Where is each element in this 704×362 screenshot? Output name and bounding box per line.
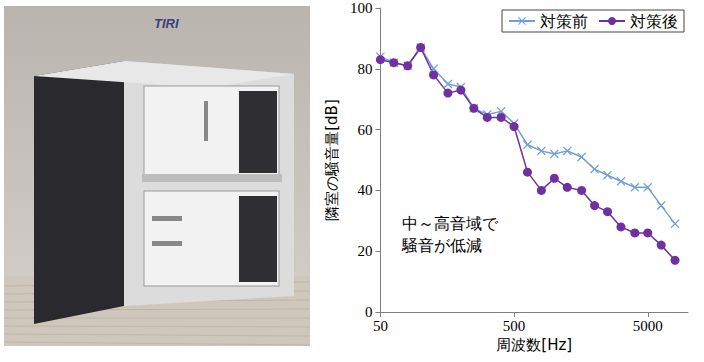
svg-text:騒音が低減: 騒音が低減 xyxy=(401,236,482,255)
svg-text:80: 80 xyxy=(357,61,372,77)
svg-text:40: 40 xyxy=(357,182,372,198)
svg-text:5000: 5000 xyxy=(633,318,663,334)
svg-text:中～高音域で: 中～高音域で xyxy=(402,214,499,233)
svg-text:隣室の騒音量[dB]: 隣室の騒音量[dB] xyxy=(323,99,341,221)
svg-text:TIRI: TIRI xyxy=(154,16,179,31)
svg-text:100: 100 xyxy=(350,0,373,16)
svg-text:60: 60 xyxy=(357,122,372,138)
svg-text:周波数[Hz]: 周波数[Hz] xyxy=(496,336,572,354)
svg-text:20: 20 xyxy=(357,243,372,259)
svg-text:対策後: 対策後 xyxy=(630,12,678,31)
svg-text:対策前: 対策前 xyxy=(540,12,588,31)
svg-text:50: 50 xyxy=(373,318,388,334)
svg-text:0: 0 xyxy=(365,304,373,320)
svg-text:500: 500 xyxy=(503,318,526,334)
